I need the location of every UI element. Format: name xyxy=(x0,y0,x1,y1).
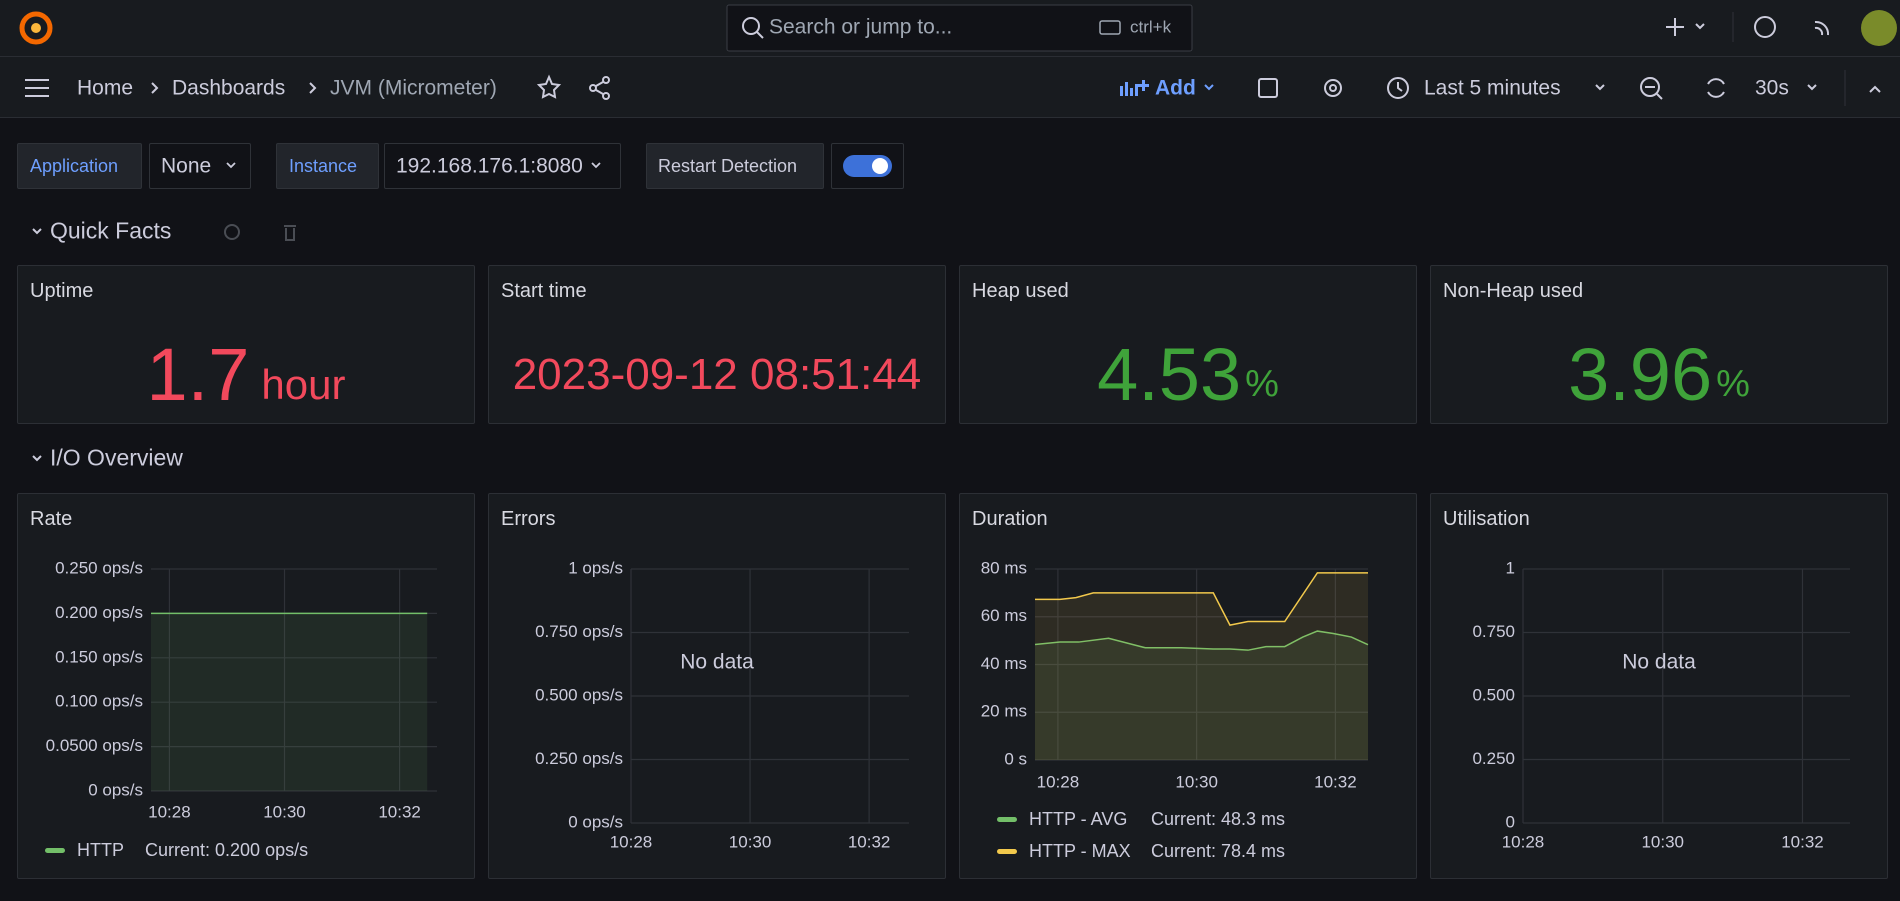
variable-select[interactable] xyxy=(384,143,621,189)
panel-title: Rate xyxy=(30,508,73,530)
stat-number: 1.7 xyxy=(146,332,250,416)
search-icon xyxy=(742,17,760,35)
panel-title: Heap used xyxy=(972,280,1069,302)
variable-value: None xyxy=(161,154,212,178)
news-icon[interactable] xyxy=(1814,20,1830,36)
stat-value: 1.7 hour xyxy=(18,326,474,423)
stat-panel: Heap used 4.53% xyxy=(959,265,1417,424)
stat-number: 2023-09-12 08:51:44 xyxy=(512,349,922,399)
clock-icon xyxy=(1387,77,1409,99)
save-icon[interactable] xyxy=(1258,78,1278,98)
variable-label: Application xyxy=(30,156,119,176)
nav-bar xyxy=(0,57,1900,118)
chart-panel: Duration xyxy=(959,493,1417,879)
chevron[interactable] xyxy=(1595,84,1605,91)
menu-icon[interactable] xyxy=(25,79,49,97)
breadcrumb-separator xyxy=(151,82,317,94)
breadcrumb[interactable]: Dashboards xyxy=(172,76,286,100)
chart-panel: Rate xyxy=(17,493,475,879)
chevron[interactable] xyxy=(1807,84,1817,91)
variable-select[interactable] xyxy=(149,143,251,189)
stat-panel: Start time 2023-09-12 08:51:44 xyxy=(488,265,946,424)
row-chevron[interactable] xyxy=(32,228,42,462)
breadcrumb-current: JVM (Micrometer) xyxy=(330,76,497,100)
variable-label xyxy=(276,143,379,189)
refresh-interval[interactable]: 30s xyxy=(1755,76,1789,100)
panel-title: Start time xyxy=(501,280,587,302)
help-icon[interactable] xyxy=(1754,16,1776,38)
row-settings-icon[interactable] xyxy=(224,224,240,240)
stat-value: 3.96% xyxy=(1431,326,1887,423)
chart-panel: Utilisation xyxy=(1430,493,1888,879)
panel-title: Non-Heap used xyxy=(1443,280,1584,302)
panel-title: Uptime xyxy=(30,280,94,302)
variable-label xyxy=(17,143,142,189)
chevron xyxy=(1695,23,1705,30)
add-button[interactable]: Add xyxy=(1155,76,1196,100)
row-title[interactable]: Quick Facts xyxy=(50,217,172,244)
row-title[interactable]: I/O Overview xyxy=(50,444,183,471)
stat-unit: % xyxy=(1245,363,1279,405)
add-icon[interactable] xyxy=(1120,80,1149,96)
stat-panel: Uptime 1.7 hour xyxy=(17,265,475,424)
search-placeholder: Search or jump to... xyxy=(769,15,953,39)
share-icon[interactable] xyxy=(589,84,597,92)
settings-icon[interactable] xyxy=(1324,79,1342,97)
stat-number: 3.96 xyxy=(1568,332,1713,416)
variable-label: Restart Detection xyxy=(658,156,798,176)
stat-panel: Non-Heap used 3.96% xyxy=(1430,265,1888,424)
stat-unit: % xyxy=(1716,363,1750,405)
grafana-logo[interactable] xyxy=(19,11,53,45)
variable-label: Instance xyxy=(289,156,358,176)
chevron[interactable] xyxy=(1204,84,1214,91)
search-box[interactable] xyxy=(726,4,1193,52)
refresh-icon[interactable] xyxy=(1707,78,1725,98)
chart-panel: Errors xyxy=(488,493,946,879)
chevron[interactable] xyxy=(226,162,601,169)
panel-title: Errors xyxy=(501,508,556,530)
star-icon[interactable] xyxy=(536,74,562,99)
row-delete-icon[interactable] xyxy=(284,225,296,241)
variable-label xyxy=(646,143,824,189)
keyboard-icon xyxy=(1099,20,1121,35)
plus-icon[interactable] xyxy=(1666,18,1684,36)
avatar[interactable] xyxy=(1861,10,1897,46)
variable-value: 192.168.176.1:8080 xyxy=(396,154,583,178)
panel-title: Duration xyxy=(972,508,1048,530)
panel-title: Utilisation xyxy=(1443,508,1530,530)
toggle-box[interactable] xyxy=(831,143,904,189)
stat-value: 2023-09-12 08:51:44 xyxy=(489,326,945,423)
stat-number: 4.53 xyxy=(1097,332,1242,416)
stat-value: 4.53% xyxy=(960,326,1416,423)
collapse-icon[interactable] xyxy=(1869,85,1881,93)
breadcrumb[interactable]: Home xyxy=(77,76,134,100)
time-range[interactable]: Last 5 minutes xyxy=(1424,76,1561,100)
zoom-out-icon[interactable] xyxy=(1640,77,1660,97)
stat-unit: hour xyxy=(261,360,346,408)
search-shortcut: ctrl+k xyxy=(1130,17,1172,37)
